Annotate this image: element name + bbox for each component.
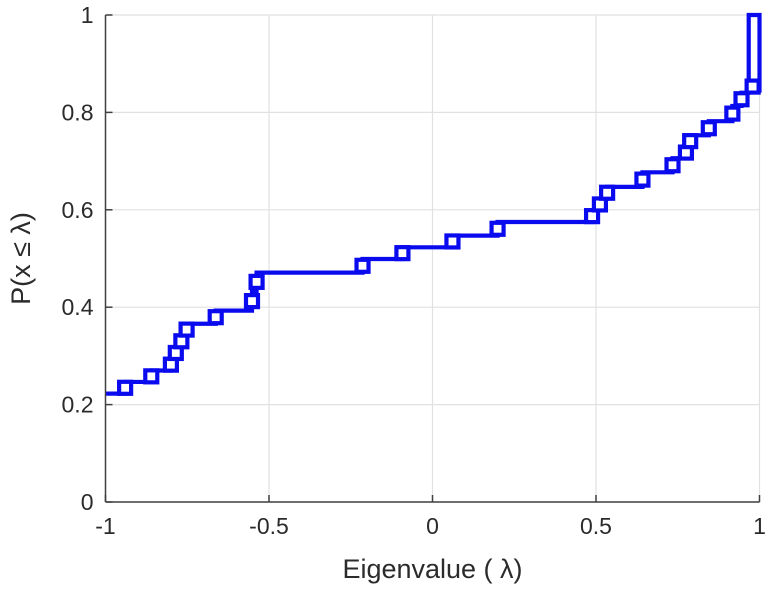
x-axis-label: Eigenvalue ( λ) (342, 554, 522, 584)
y-tick-label: 0.2 (62, 392, 94, 418)
x-tick-label: -1 (95, 513, 115, 539)
x-tick-label: 1 (753, 513, 766, 539)
y-tick-label: 0.6 (62, 197, 94, 223)
y-axis-label: P(x ≤ λ) (6, 212, 36, 305)
x-tick-label: 0.5 (580, 513, 612, 539)
square-marker (143, 368, 160, 385)
square-marker (178, 321, 195, 338)
square-marker (733, 91, 750, 108)
square-marker (354, 257, 371, 274)
tick-marks (104, 14, 761, 503)
square-marker (634, 171, 651, 188)
y-tick-label: 1 (81, 2, 94, 28)
square-marker (248, 273, 265, 290)
square-marker (700, 120, 717, 137)
square-marker (724, 105, 741, 122)
x-tick-labels: -1 -0.5 0 0.5 1 (95, 513, 766, 539)
y-tick-label: 0 (81, 489, 94, 515)
square-marker (394, 245, 411, 262)
square-marker (243, 293, 261, 310)
square-marker (744, 78, 761, 95)
y-tick-labels: 0 0.2 0.4 0.6 0.8 1 (62, 2, 94, 515)
square-marker (599, 184, 616, 201)
gridlines (104, 14, 761, 503)
step-markers (117, 78, 761, 396)
x-tick-label: -0.5 (249, 513, 289, 539)
x-tick-label: 0 (426, 513, 439, 539)
square-marker (489, 220, 506, 237)
square-marker (207, 309, 224, 326)
square-marker (444, 233, 461, 250)
y-tick-label: 0.8 (62, 99, 94, 125)
square-marker (664, 157, 681, 174)
y-tick-label: 0.4 (62, 294, 94, 320)
square-marker (117, 379, 134, 396)
square-marker (682, 133, 699, 150)
